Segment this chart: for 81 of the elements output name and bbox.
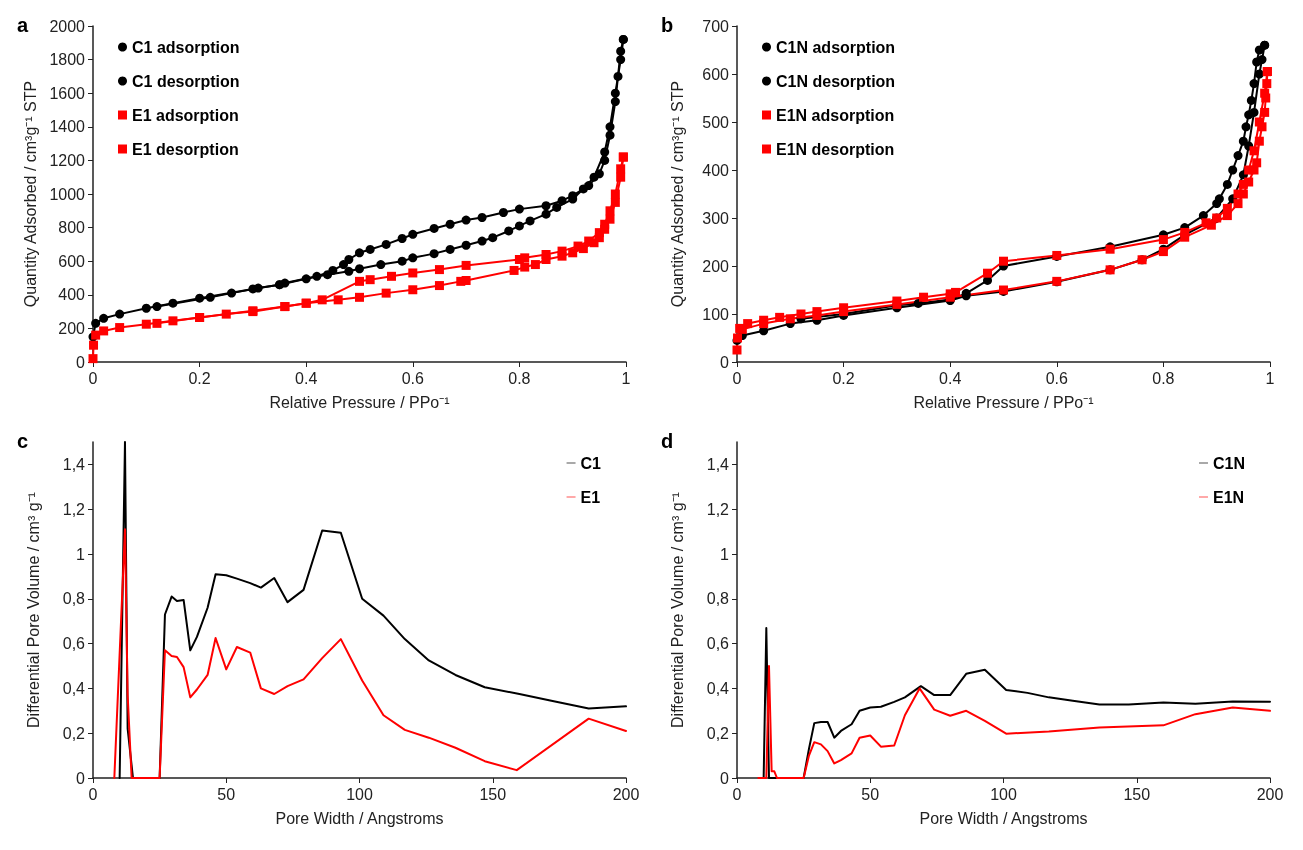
y-tick-label: 1,2 bbox=[706, 500, 730, 518]
y-tick-label: 0,8 bbox=[706, 590, 730, 608]
x-tick-label: 0 bbox=[88, 785, 98, 803]
legend-label: C1 bbox=[580, 454, 602, 472]
y-axis-title: Quantity Adsorbed / cm³g⁻¹ STP bbox=[668, 80, 686, 308]
x-tick-label: 0 bbox=[732, 369, 742, 387]
chart-title: b bbox=[661, 14, 674, 36]
y-tick-label: 1400 bbox=[49, 118, 86, 136]
y-tick-label: 1,4 bbox=[706, 455, 730, 473]
y-tick-label: 400 bbox=[58, 286, 86, 304]
x-axis-title: Relative Pressure / PPo⁻¹ bbox=[269, 393, 450, 411]
legend-label: C1 adsorption bbox=[132, 38, 240, 56]
x-tick-label: 0.8 bbox=[508, 369, 531, 387]
legend-label: E1N adsorption bbox=[776, 106, 895, 124]
y-tick-label: 0,6 bbox=[62, 635, 86, 653]
y-tick-label: 600 bbox=[702, 65, 730, 83]
x-tick-label: 0.4 bbox=[939, 369, 962, 387]
x-tick-label: 100 bbox=[990, 785, 1017, 803]
y-tick-label: 200 bbox=[58, 319, 86, 337]
y-tick-label: 600 bbox=[58, 252, 86, 270]
x-tick-label: 0.6 bbox=[401, 369, 425, 387]
y-tick-label: 800 bbox=[58, 219, 86, 237]
legend-label: C1 desorption bbox=[132, 72, 240, 90]
y-tick-label: 0 bbox=[720, 353, 730, 371]
y-tick-label: 300 bbox=[702, 209, 730, 227]
y-tick-label: 0,2 bbox=[706, 724, 730, 742]
y-tick-label: 1000 bbox=[49, 185, 86, 203]
y-tick-label: 0 bbox=[76, 769, 86, 787]
x-tick-label: 150 bbox=[1123, 785, 1151, 803]
y-axis-title: Differential Pore Volume / cm³ g⁻¹ bbox=[668, 492, 686, 728]
x-tick-label: 0.6 bbox=[1045, 369, 1069, 387]
y-tick-label: 400 bbox=[702, 161, 730, 179]
legend-label: E1N bbox=[1212, 488, 1245, 506]
chart-title: d bbox=[661, 430, 674, 452]
legend-label: C1N bbox=[1212, 454, 1246, 472]
x-tick-label: 150 bbox=[479, 785, 507, 803]
x-tick-label: 0.2 bbox=[188, 369, 211, 387]
x-tick-label: 1 bbox=[1265, 369, 1275, 387]
y-tick-label: 0 bbox=[720, 769, 730, 787]
x-tick-label: 1 bbox=[621, 369, 631, 387]
y-axis-title: Differential Pore Volume / cm³ g⁻¹ bbox=[24, 492, 42, 728]
y-tick-label: 0,4 bbox=[62, 679, 86, 697]
y-tick-label: 0,4 bbox=[706, 679, 730, 697]
x-axis-title: Relative Pressure / PPo⁻¹ bbox=[913, 393, 1094, 411]
x-tick-label: 200 bbox=[1256, 785, 1284, 803]
x-axis-title: Pore Width / Angstroms bbox=[919, 809, 1088, 827]
x-tick-label: 200 bbox=[612, 785, 640, 803]
y-tick-label: 0 bbox=[76, 353, 86, 371]
chart-title: c bbox=[17, 430, 29, 452]
chart-title: a bbox=[17, 14, 29, 36]
y-tick-label: 1800 bbox=[49, 51, 86, 69]
x-tick-label: 100 bbox=[346, 785, 373, 803]
y-tick-label: 2000 bbox=[49, 17, 86, 35]
y-tick-label: 200 bbox=[702, 257, 730, 275]
y-tick-label: 0,8 bbox=[62, 590, 86, 608]
y-tick-label: 0,6 bbox=[706, 635, 730, 653]
x-tick-label: 0 bbox=[732, 785, 742, 803]
x-axis-title: Pore Width / Angstroms bbox=[275, 809, 444, 827]
x-tick-label: 0.4 bbox=[295, 369, 318, 387]
legend-label: E1N desorption bbox=[776, 140, 895, 158]
x-tick-label: 50 bbox=[217, 785, 236, 803]
y-tick-label: 500 bbox=[702, 113, 730, 131]
y-tick-label: 1600 bbox=[49, 84, 86, 102]
legend-label: E1 adsorption bbox=[132, 106, 239, 124]
x-tick-label: 0.2 bbox=[832, 369, 855, 387]
x-tick-label: 50 bbox=[861, 785, 880, 803]
legend-label: E1 bbox=[580, 488, 601, 506]
x-tick-label: 0.8 bbox=[1152, 369, 1175, 387]
y-tick-label: 1,4 bbox=[62, 455, 86, 473]
y-tick-label: 700 bbox=[702, 17, 730, 35]
y-tick-label: 1 bbox=[76, 545, 86, 563]
legend-label: C1N desorption bbox=[776, 72, 896, 90]
y-tick-label: 1,2 bbox=[62, 500, 86, 518]
y-axis-title: Quantity Adsorbed / cm³g⁻¹ STP bbox=[22, 80, 40, 308]
y-tick-label: 1200 bbox=[49, 151, 86, 169]
legend-label: E1 desorption bbox=[132, 140, 239, 158]
y-tick-label: 0,2 bbox=[62, 724, 86, 742]
y-tick-label: 1 bbox=[720, 545, 730, 563]
x-tick-label: 0 bbox=[88, 369, 98, 387]
legend-label: C1N adsorption bbox=[776, 38, 896, 56]
y-tick-label: 100 bbox=[702, 305, 730, 323]
